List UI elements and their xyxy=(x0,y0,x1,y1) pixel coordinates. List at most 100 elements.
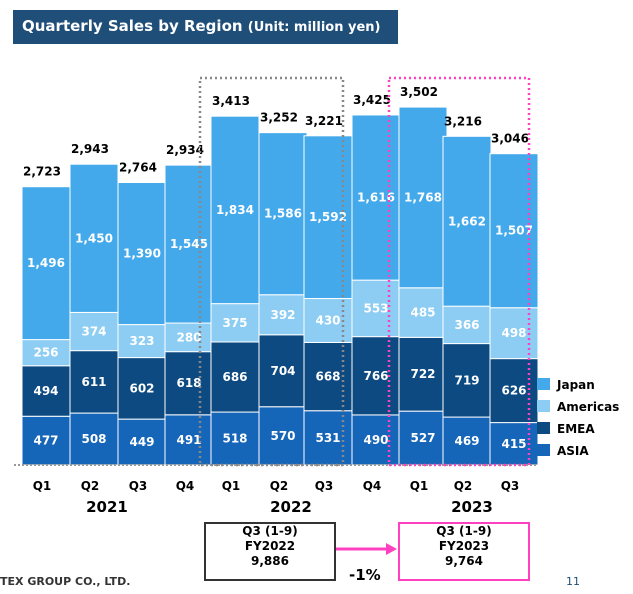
bar-americas-4 xyxy=(210,303,260,343)
bar-japan-4 xyxy=(210,115,260,305)
bar-japan-2 xyxy=(117,182,167,326)
label-japan-7: 1,616 xyxy=(357,191,395,205)
label-asia-9: 469 xyxy=(454,434,479,448)
label-japan-9: 1,662 xyxy=(448,214,486,228)
bar-asia-4 xyxy=(210,411,260,466)
comparison-arrow-head xyxy=(386,543,397,555)
x-tick-8: Q1 xyxy=(410,479,429,493)
bar-americas-3 xyxy=(164,322,214,353)
unit-text: (Unit: million yen) xyxy=(247,20,381,35)
bar-emea-8 xyxy=(398,336,448,412)
total-label-0: 2,723 xyxy=(23,165,61,179)
fy2022-period: Q3 (1-9) xyxy=(242,524,298,538)
x-tick-4: Q1 xyxy=(222,479,241,493)
total-label-5: 3,252 xyxy=(260,111,298,125)
label-japan-3: 1,545 xyxy=(170,237,208,251)
bar-japan-3 xyxy=(164,164,214,324)
label-emea-10: 626 xyxy=(501,384,526,398)
label-emea-6: 668 xyxy=(315,370,340,384)
bar-emea-1 xyxy=(69,350,119,414)
bar-americas-5 xyxy=(258,294,308,336)
label-emea-9: 719 xyxy=(454,373,479,387)
yoy-change: -1% xyxy=(349,566,381,584)
bar-asia-3 xyxy=(164,414,214,466)
total-label-4: 3,413 xyxy=(212,94,250,108)
total-label-9: 3,216 xyxy=(444,114,482,128)
total-label-3: 2,934 xyxy=(166,143,204,157)
fy2022-frame xyxy=(198,76,345,467)
footer-company: TEX GROUP CO., LTD. xyxy=(0,575,131,588)
legend-swatch-japan xyxy=(537,378,550,390)
bar-japan-9 xyxy=(442,135,492,307)
chart-title: Quarterly Sales by Region (Unit: million… xyxy=(22,17,381,35)
x-tick-9: Q2 xyxy=(454,479,473,493)
label-asia-4: 518 xyxy=(222,432,247,446)
bar-emea-7 xyxy=(351,336,401,416)
fy2022-summary-box: Q3 (1-9) FY2022 9,886 xyxy=(204,522,336,581)
year-label-2022: 2022 xyxy=(270,498,312,516)
bar-americas-1 xyxy=(69,311,119,352)
legend-label-japan: Japan xyxy=(556,378,595,392)
label-americas-2: 323 xyxy=(129,334,154,348)
label-americas-8: 485 xyxy=(410,306,435,320)
bar-americas-9 xyxy=(442,305,492,345)
label-asia-2: 449 xyxy=(129,435,154,449)
fy2023-total: 9,764 xyxy=(445,554,483,568)
bar-emea-5 xyxy=(258,334,308,408)
label-emea-2: 602 xyxy=(129,381,154,395)
label-japan-6: 1,592 xyxy=(309,210,347,224)
bar-americas-0 xyxy=(21,339,71,367)
bar-americas-7 xyxy=(351,279,401,338)
total-label-2: 2,764 xyxy=(119,161,157,175)
label-americas-3: 280 xyxy=(176,330,201,344)
label-americas-1: 374 xyxy=(81,325,106,339)
x-tick-5: Q2 xyxy=(270,479,289,493)
x-tick-10: Q3 xyxy=(501,479,520,493)
label-japan-5: 1,586 xyxy=(264,207,302,221)
fy2023-period: Q3 (1-9) xyxy=(436,524,492,538)
label-japan-2: 1,390 xyxy=(123,247,161,261)
label-americas-10: 498 xyxy=(501,326,526,340)
x-tick-6: Q3 xyxy=(315,479,334,493)
total-label-8: 3,502 xyxy=(400,85,438,99)
label-emea-4: 686 xyxy=(222,370,247,384)
x-tick-7: Q4 xyxy=(363,479,382,493)
label-japan-0: 1,496 xyxy=(27,256,65,270)
bar-emea-0 xyxy=(21,365,71,417)
legend-swatch-asia xyxy=(537,444,550,456)
title-text: Quarterly Sales by Region xyxy=(22,17,243,35)
fy2022-label: FY2022 xyxy=(244,539,296,553)
label-asia-10: 415 xyxy=(501,437,526,451)
label-japan-1: 1,450 xyxy=(75,231,113,245)
fy2023-frame xyxy=(387,76,531,467)
total-label-7: 3,425 xyxy=(353,93,391,107)
total-label-6: 3,221 xyxy=(305,114,343,128)
label-japan-4: 1,834 xyxy=(216,203,254,217)
legend-label-emea: EMEA xyxy=(557,422,595,436)
bar-asia-9 xyxy=(442,416,492,466)
bar-japan-7 xyxy=(351,114,401,281)
x-tick-3: Q4 xyxy=(176,479,195,493)
label-americas-5: 392 xyxy=(270,308,295,322)
label-americas-0: 256 xyxy=(33,346,58,360)
label-americas-4: 375 xyxy=(222,316,247,330)
year-label-2023: 2023 xyxy=(451,498,493,516)
label-asia-0: 477 xyxy=(33,434,58,448)
label-emea-1: 611 xyxy=(81,375,106,389)
x-tick-1: Q2 xyxy=(81,479,100,493)
label-asia-6: 531 xyxy=(315,431,340,445)
page-number: 11 xyxy=(566,575,580,588)
bar-emea-9 xyxy=(442,343,492,418)
fy2022-total: 9,886 xyxy=(251,554,289,568)
label-asia-1: 508 xyxy=(81,432,106,446)
bar-asia-5 xyxy=(258,406,308,466)
label-emea-0: 494 xyxy=(33,384,58,398)
year-label-2021: 2021 xyxy=(86,498,128,516)
bar-emea-2 xyxy=(117,357,167,420)
label-asia-8: 527 xyxy=(410,431,435,445)
label-emea-7: 766 xyxy=(363,369,388,383)
label-japan-8: 1,768 xyxy=(404,190,442,204)
label-emea-3: 618 xyxy=(176,376,201,390)
label-americas-9: 366 xyxy=(454,318,479,332)
fy2023-label: FY2023 xyxy=(438,539,490,553)
